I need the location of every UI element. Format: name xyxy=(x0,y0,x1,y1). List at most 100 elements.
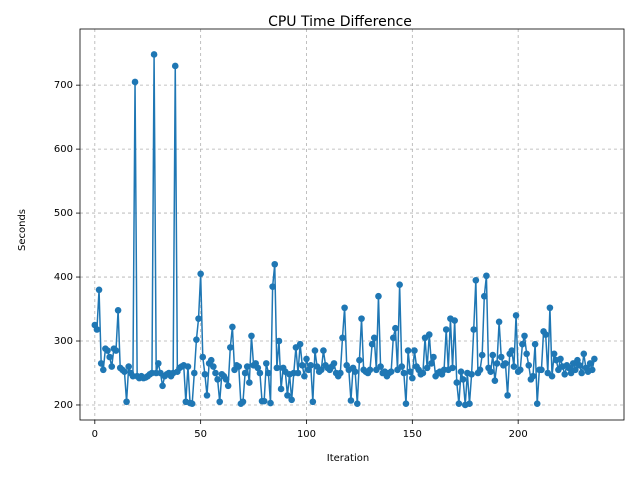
data-point xyxy=(337,369,344,377)
data-point xyxy=(112,347,120,354)
y-tick-label: 400 xyxy=(54,272,73,283)
data-point xyxy=(246,379,253,386)
x-tick-label: 150 xyxy=(403,429,422,440)
data-point xyxy=(557,355,564,363)
data-point xyxy=(307,362,315,369)
x-tick-label: 200 xyxy=(509,429,528,440)
data-point xyxy=(294,369,302,377)
data-point xyxy=(301,372,308,380)
data-point xyxy=(197,270,204,278)
data-point xyxy=(159,382,166,390)
data-point xyxy=(529,372,537,380)
data-point xyxy=(472,276,480,284)
data-point xyxy=(411,347,418,354)
y-tick-label: 200 xyxy=(54,400,73,411)
data-point xyxy=(561,370,569,378)
data-point xyxy=(248,332,255,340)
data-point xyxy=(409,374,416,382)
data-point xyxy=(212,369,219,377)
data-point xyxy=(275,337,283,345)
data-point xyxy=(347,397,355,404)
data-point xyxy=(504,392,511,399)
data-point xyxy=(470,326,478,333)
data-point xyxy=(425,331,433,338)
data-point xyxy=(542,331,549,338)
data-point xyxy=(123,398,130,406)
data-point xyxy=(442,326,450,333)
data-point xyxy=(207,356,215,364)
x-tick-label: 50 xyxy=(194,429,207,440)
data-point xyxy=(366,366,374,374)
data-point xyxy=(265,369,272,377)
y-tick-label: 700 xyxy=(54,80,73,91)
chart-title: CPU Time Difference xyxy=(268,14,412,30)
data-point xyxy=(565,364,573,372)
data-point xyxy=(493,360,501,367)
data-point xyxy=(419,369,427,377)
data-point xyxy=(320,347,327,354)
data-point xyxy=(489,351,497,359)
data-point xyxy=(203,392,211,399)
data-point xyxy=(99,366,107,374)
data-point xyxy=(201,370,209,378)
data-point xyxy=(453,379,461,386)
data-point xyxy=(476,366,484,374)
data-point xyxy=(356,356,363,364)
data-point xyxy=(455,400,463,407)
data-point xyxy=(396,281,403,289)
data-point xyxy=(222,376,230,383)
data-point xyxy=(241,369,249,377)
data-point xyxy=(125,363,132,370)
data-line xyxy=(94,54,596,406)
y-axis-label: Seconds xyxy=(17,209,28,251)
data-point xyxy=(512,312,520,319)
data-point xyxy=(104,347,111,354)
data-point xyxy=(483,272,490,280)
data-point xyxy=(273,364,281,372)
data-point xyxy=(131,78,139,86)
data-point xyxy=(330,360,338,367)
data-point xyxy=(254,364,262,372)
data-point xyxy=(318,366,325,374)
data-point xyxy=(193,336,200,344)
data-point xyxy=(392,324,399,332)
data-point xyxy=(95,286,103,294)
y-tick-label: 300 xyxy=(54,336,73,347)
data-point xyxy=(224,382,232,390)
data-point xyxy=(402,400,410,407)
data-point xyxy=(491,377,499,384)
data-point xyxy=(341,304,348,312)
data-point xyxy=(353,400,361,407)
data-point xyxy=(449,364,456,372)
data-point xyxy=(580,350,588,358)
data-point xyxy=(508,347,516,354)
data-point xyxy=(523,350,530,358)
data-point xyxy=(226,344,234,351)
data-point xyxy=(121,368,128,376)
data-point xyxy=(521,332,528,340)
data-point xyxy=(97,360,105,367)
data-point xyxy=(351,368,359,376)
x-axis-label: Iteration xyxy=(327,453,369,464)
data-point xyxy=(296,340,304,348)
data-point xyxy=(199,353,207,361)
data-point xyxy=(400,369,408,377)
data-point xyxy=(309,398,317,406)
data-point xyxy=(578,369,585,377)
data-point xyxy=(550,350,558,358)
data-point xyxy=(155,360,162,367)
data-point xyxy=(502,360,509,367)
data-point xyxy=(423,364,431,372)
data-point xyxy=(546,304,554,312)
data-point xyxy=(93,326,101,333)
data-point xyxy=(106,353,113,361)
data-point xyxy=(430,353,437,361)
data-point xyxy=(210,363,217,370)
y-tick-label: 600 xyxy=(54,144,73,155)
data-point xyxy=(171,62,179,70)
y-tick-label: 500 xyxy=(54,208,73,219)
data-point xyxy=(548,372,556,380)
data-point xyxy=(256,369,264,377)
data-point xyxy=(531,340,539,348)
